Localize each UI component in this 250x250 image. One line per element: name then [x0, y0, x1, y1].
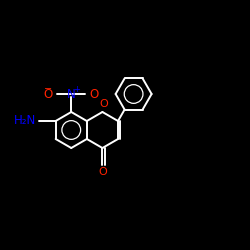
- Text: O: O: [99, 99, 108, 109]
- Text: O: O: [98, 167, 107, 177]
- Text: O: O: [43, 88, 52, 101]
- Text: +: +: [73, 85, 80, 94]
- Text: N: N: [67, 88, 76, 101]
- Text: O: O: [89, 88, 98, 101]
- Text: H₂N: H₂N: [14, 114, 36, 128]
- Text: −: −: [44, 84, 52, 94]
